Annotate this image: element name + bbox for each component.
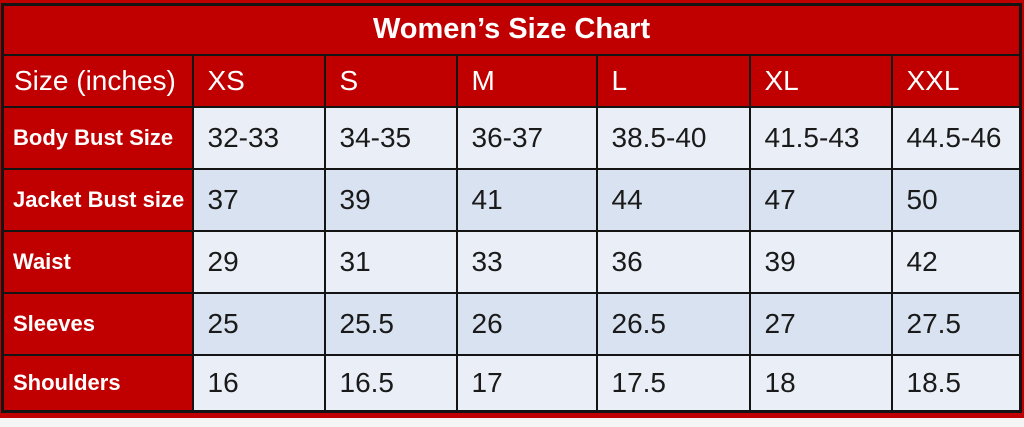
size-value-cell: 41.5-43: [748, 105, 893, 170]
size-value-cell: 27.5: [890, 291, 1022, 356]
table-row-sleeves: Sleeves 25 25.5 26 26.5 27 27.5: [1, 291, 1022, 356]
table-row-shoulders: Shoulders 16 16.5 17 17.5 18 18.5: [1, 353, 1022, 413]
size-value-cell: 17: [455, 353, 598, 413]
column-header-xs: XS: [191, 53, 326, 108]
size-value-cell: 39: [748, 229, 893, 294]
column-header-s: S: [323, 53, 458, 108]
size-value-cell: 26: [455, 291, 598, 356]
size-value-cell: 31: [323, 229, 458, 294]
size-value-cell: 25: [191, 291, 326, 356]
size-value-cell: 50: [890, 167, 1022, 232]
size-value-cell: 17.5: [595, 353, 751, 413]
size-value-cell: 38.5-40: [595, 105, 751, 170]
size-value-cell: 44.5-46: [890, 105, 1022, 170]
size-value-cell: 34-35: [323, 105, 458, 170]
column-header-m: M: [455, 53, 598, 108]
column-header-xl: XL: [748, 53, 893, 108]
size-value-cell: 18.5: [890, 353, 1022, 413]
row-label-waist: Waist: [1, 229, 194, 294]
size-value-cell: 36: [595, 229, 751, 294]
size-value-cell: 44: [595, 167, 751, 232]
column-header-l: L: [595, 53, 751, 108]
column-header-row: Size (inches) XS S M L XL XXL: [1, 53, 1022, 108]
size-value-cell: 37: [191, 167, 326, 232]
table-title-row: Women’s Size Chart: [1, 3, 1022, 56]
size-value-cell: 42: [890, 229, 1022, 294]
womens-size-chart-table: Women’s Size Chart Size (inches) XS S M …: [1, 3, 1023, 413]
size-value-cell: 47: [748, 167, 893, 232]
row-label-shoulders: Shoulders: [1, 353, 194, 413]
size-value-cell: 26.5: [595, 291, 751, 356]
row-label-body-bust-size: Body Bust Size: [1, 105, 194, 170]
table-row-body-bust-size: Body Bust Size 32-33 34-35 36-37 38.5-40…: [1, 105, 1022, 170]
size-value-cell: 32-33: [191, 105, 326, 170]
size-value-cell: 39: [323, 167, 458, 232]
table-row-waist: Waist 29 31 33 36 39 42: [1, 229, 1022, 294]
size-value-cell: 16: [191, 353, 326, 413]
row-label-jacket-bust-size: Jacket Bust size: [1, 167, 194, 232]
size-value-cell: 16.5: [323, 353, 458, 413]
chart-title: Women’s Size Chart: [1, 3, 1022, 56]
size-value-cell: 41: [455, 167, 598, 232]
row-label-sleeves: Sleeves: [1, 291, 194, 356]
size-value-cell: 33: [455, 229, 598, 294]
size-value-cell: 18: [748, 353, 893, 413]
size-value-cell: 36-37: [455, 105, 598, 170]
size-value-cell: 25.5: [323, 291, 458, 356]
size-value-cell: 29: [191, 229, 326, 294]
size-value-cell: 27: [748, 291, 893, 356]
corner-header-size-inches: Size (inches): [1, 53, 194, 108]
table-row-jacket-bust-size: Jacket Bust size 37 39 41 44 47 50: [1, 167, 1022, 232]
column-header-xxl: XXL: [890, 53, 1022, 108]
